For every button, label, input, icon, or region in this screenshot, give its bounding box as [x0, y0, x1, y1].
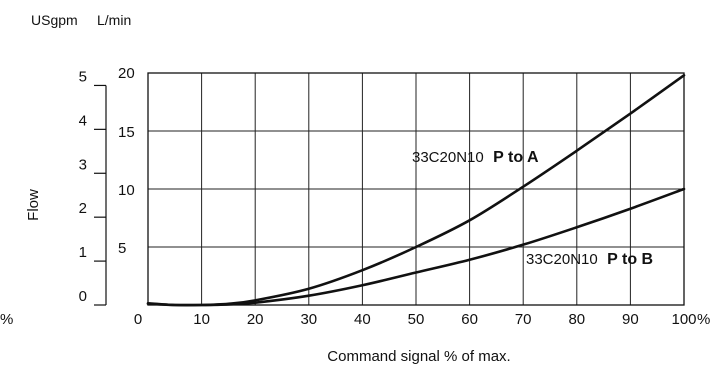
- series-label-p-to-a: 33C20N10 P to A: [412, 149, 539, 166]
- y-unit-usgpm: USgpm: [31, 12, 78, 28]
- usgpm-tick-label: 1: [79, 244, 87, 261]
- lpm-tick-label: 15: [118, 124, 135, 141]
- y-unit-lpm: L/min: [97, 12, 131, 28]
- x-tick-label: 30: [300, 311, 317, 328]
- series-label-suffix: P to A: [493, 149, 539, 166]
- series-label-p-to-b: 33C20N10 P to B: [526, 251, 653, 268]
- lpm-tick-label: 5: [118, 240, 126, 257]
- y-axis-label: Flow: [25, 189, 42, 221]
- grid: [148, 73, 684, 305]
- lpm-tick-label-zero: 0: [134, 311, 142, 328]
- series-label-code: 33C20N10: [412, 149, 484, 166]
- x-tick-label: 40: [354, 311, 371, 328]
- series-label-code: 33C20N10: [526, 251, 598, 268]
- x-tick-label: 100: [671, 311, 696, 328]
- x-tick-label: 60: [461, 311, 478, 328]
- x-tick-label: 80: [568, 311, 585, 328]
- x-tick-label: 50: [408, 311, 425, 328]
- left-percent-label: %: [0, 311, 13, 328]
- curves: [146, 74, 686, 307]
- series-line-p-to-b: [146, 187, 686, 307]
- usgpm-tick-label: 2: [79, 200, 87, 217]
- x-axis-label: Command signal % of max.: [327, 348, 510, 365]
- usgpm-tick-label: 4: [79, 112, 87, 129]
- usgpm-tick-label: 0: [79, 288, 87, 305]
- x-tick-label: 90: [622, 311, 639, 328]
- x-tick-label: 10: [193, 311, 210, 328]
- usgpm-tick-label: 3: [79, 156, 87, 173]
- x-tick-label: 70: [515, 311, 532, 328]
- usgpm-tick-label: 5: [79, 68, 87, 85]
- series-label-suffix: P to B: [607, 251, 653, 268]
- lpm-scale: 5 10 15 20 0: [118, 65, 142, 328]
- x-scale: 10 20 30 40 50 60 70 80 90 100: [193, 311, 696, 328]
- x-tick-label: 20: [247, 311, 264, 328]
- lpm-tick-label: 20: [118, 65, 135, 82]
- lpm-tick-label: 10: [118, 182, 135, 199]
- usgpm-scale: 0 1 2 3 4 5: [79, 68, 107, 306]
- x-unit-label: %: [697, 311, 710, 328]
